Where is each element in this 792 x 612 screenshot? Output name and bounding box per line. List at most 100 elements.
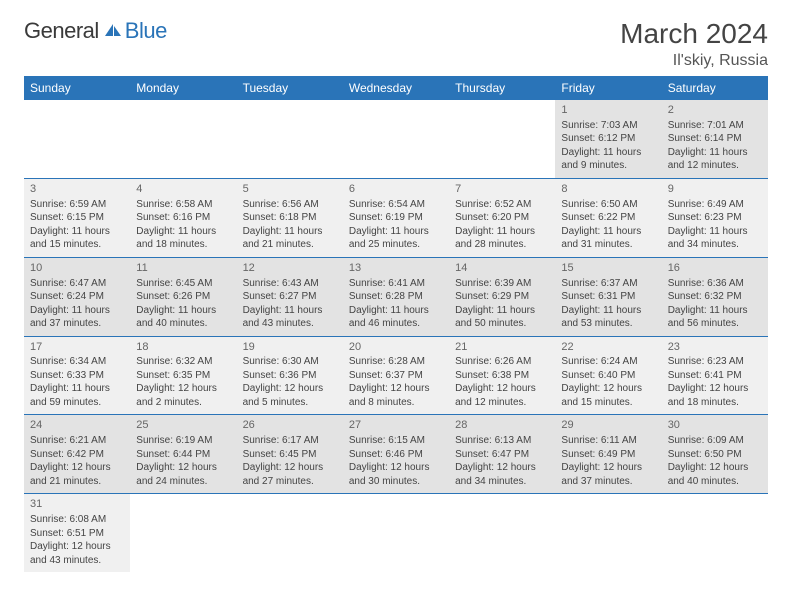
sunset-text: Sunset: 6:27 PM [243, 290, 337, 304]
day-number: 2 [668, 103, 762, 118]
daylight-text: Daylight: 12 hours [455, 382, 549, 396]
daylight-text: Daylight: 11 hours [561, 146, 655, 160]
calendar-cell: 8Sunrise: 6:50 AMSunset: 6:22 PMDaylight… [555, 178, 661, 257]
sunset-text: Sunset: 6:12 PM [561, 132, 655, 146]
day-number: 14 [455, 261, 549, 276]
calendar-cell: 18Sunrise: 6:32 AMSunset: 6:35 PMDayligh… [130, 336, 236, 415]
calendar-table: SundayMondayTuesdayWednesdayThursdayFrid… [24, 76, 768, 572]
day-number: 1 [561, 103, 655, 118]
day-number: 25 [136, 418, 230, 433]
sunset-text: Sunset: 6:49 PM [561, 448, 655, 462]
calendar-cell: 23Sunrise: 6:23 AMSunset: 6:41 PMDayligh… [662, 336, 768, 415]
calendar-cell: 27Sunrise: 6:15 AMSunset: 6:46 PMDayligh… [343, 415, 449, 494]
sunset-text: Sunset: 6:45 PM [243, 448, 337, 462]
daylight-text: Daylight: 11 hours [30, 225, 124, 239]
daylight-text: and 30 minutes. [349, 475, 443, 489]
daylight-text: and 15 minutes. [561, 396, 655, 410]
sunset-text: Sunset: 6:47 PM [455, 448, 549, 462]
daylight-text: and 18 minutes. [136, 238, 230, 252]
daylight-text: Daylight: 11 hours [561, 225, 655, 239]
logo-text-blue: Blue [125, 18, 167, 44]
daylight-text: and 18 minutes. [668, 396, 762, 410]
daylight-text: and 12 minutes. [668, 159, 762, 173]
daylight-text: Daylight: 12 hours [561, 382, 655, 396]
sunset-text: Sunset: 6:50 PM [668, 448, 762, 462]
sunset-text: Sunset: 6:24 PM [30, 290, 124, 304]
sunrise-text: Sunrise: 6:54 AM [349, 198, 443, 212]
sunset-text: Sunset: 6:36 PM [243, 369, 337, 383]
calendar-cell: 3Sunrise: 6:59 AMSunset: 6:15 PMDaylight… [24, 178, 130, 257]
sunrise-text: Sunrise: 6:59 AM [30, 198, 124, 212]
daylight-text: Daylight: 11 hours [349, 225, 443, 239]
daylight-text: and 34 minutes. [455, 475, 549, 489]
daylight-text: Daylight: 12 hours [668, 461, 762, 475]
daylight-text: Daylight: 11 hours [668, 146, 762, 160]
sunset-text: Sunset: 6:51 PM [30, 527, 124, 541]
calendar-row: 31Sunrise: 6:08 AMSunset: 6:51 PMDayligh… [24, 494, 768, 572]
daylight-text: and 8 minutes. [349, 396, 443, 410]
sunrise-text: Sunrise: 6:50 AM [561, 198, 655, 212]
sunrise-text: Sunrise: 6:19 AM [136, 434, 230, 448]
daylight-text: and 40 minutes. [668, 475, 762, 489]
calendar-cell: 28Sunrise: 6:13 AMSunset: 6:47 PMDayligh… [449, 415, 555, 494]
location-subtitle: Il'skiy, Russia [620, 52, 768, 70]
day-number: 9 [668, 182, 762, 197]
calendar-row: 10Sunrise: 6:47 AMSunset: 6:24 PMDayligh… [24, 257, 768, 336]
sunset-text: Sunset: 6:31 PM [561, 290, 655, 304]
sunrise-text: Sunrise: 6:13 AM [455, 434, 549, 448]
day-number: 31 [30, 497, 124, 512]
day-number: 20 [349, 340, 443, 355]
calendar-cell: 2Sunrise: 7:01 AMSunset: 6:14 PMDaylight… [662, 100, 768, 178]
sunrise-text: Sunrise: 6:21 AM [30, 434, 124, 448]
day-number: 4 [136, 182, 230, 197]
calendar-cell-empty [24, 100, 130, 178]
day-number: 30 [668, 418, 762, 433]
day-number: 19 [243, 340, 337, 355]
daylight-text: and 21 minutes. [30, 475, 124, 489]
sunset-text: Sunset: 6:19 PM [349, 211, 443, 225]
sunrise-text: Sunrise: 6:11 AM [561, 434, 655, 448]
calendar-cell: 17Sunrise: 6:34 AMSunset: 6:33 PMDayligh… [24, 336, 130, 415]
daylight-text: and 56 minutes. [668, 317, 762, 331]
sunrise-text: Sunrise: 6:58 AM [136, 198, 230, 212]
daylight-text: Daylight: 11 hours [455, 304, 549, 318]
daylight-text: Daylight: 12 hours [136, 382, 230, 396]
sunrise-text: Sunrise: 6:56 AM [243, 198, 337, 212]
daylight-text: and 50 minutes. [455, 317, 549, 331]
daylight-text: and 24 minutes. [136, 475, 230, 489]
calendar-cell: 21Sunrise: 6:26 AMSunset: 6:38 PMDayligh… [449, 336, 555, 415]
daylight-text: Daylight: 12 hours [561, 461, 655, 475]
daylight-text: and 34 minutes. [668, 238, 762, 252]
daylight-text: Daylight: 11 hours [668, 304, 762, 318]
daylight-text: Daylight: 11 hours [561, 304, 655, 318]
sunset-text: Sunset: 6:32 PM [668, 290, 762, 304]
daylight-text: Daylight: 12 hours [455, 461, 549, 475]
month-title: March 2024 [620, 18, 768, 50]
daylight-text: and 53 minutes. [561, 317, 655, 331]
day-number: 8 [561, 182, 655, 197]
day-header: Tuesday [237, 76, 343, 100]
calendar-cell-empty [237, 494, 343, 572]
sunrise-text: Sunrise: 6:37 AM [561, 277, 655, 291]
calendar-cell: 10Sunrise: 6:47 AMSunset: 6:24 PMDayligh… [24, 257, 130, 336]
day-header: Saturday [662, 76, 768, 100]
day-number: 16 [668, 261, 762, 276]
header: General Blue March 2024 Il'skiy, Russia [24, 18, 768, 70]
day-header: Thursday [449, 76, 555, 100]
day-number: 15 [561, 261, 655, 276]
calendar-cell-empty [449, 494, 555, 572]
calendar-cell-empty [130, 494, 236, 572]
sunrise-text: Sunrise: 6:08 AM [30, 513, 124, 527]
sunrise-text: Sunrise: 6:17 AM [243, 434, 337, 448]
sunrise-text: Sunrise: 6:43 AM [243, 277, 337, 291]
daylight-text: and 43 minutes. [243, 317, 337, 331]
daylight-text: and 46 minutes. [349, 317, 443, 331]
sunrise-text: Sunrise: 6:32 AM [136, 355, 230, 369]
calendar-cell-empty [343, 100, 449, 178]
sunset-text: Sunset: 6:46 PM [349, 448, 443, 462]
calendar-cell: 15Sunrise: 6:37 AMSunset: 6:31 PMDayligh… [555, 257, 661, 336]
day-number: 10 [30, 261, 124, 276]
calendar-row: 3Sunrise: 6:59 AMSunset: 6:15 PMDaylight… [24, 178, 768, 257]
sunset-text: Sunset: 6:15 PM [30, 211, 124, 225]
day-header: Wednesday [343, 76, 449, 100]
